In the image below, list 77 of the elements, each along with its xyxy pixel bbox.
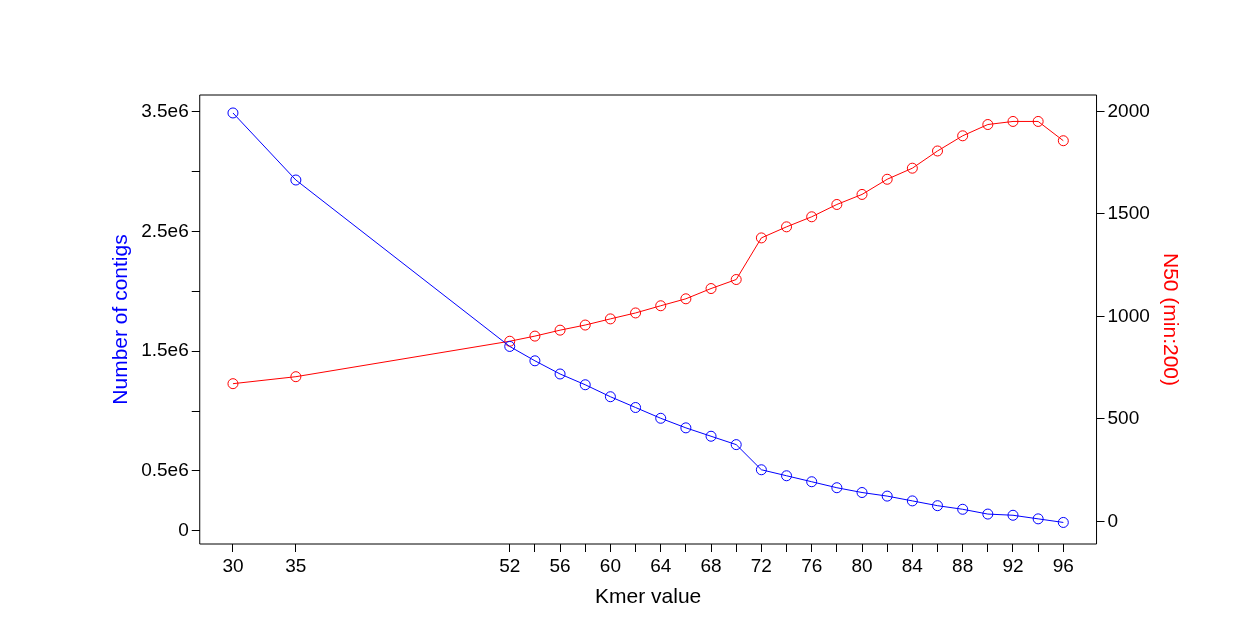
- point: [730, 439, 742, 451]
- point: [529, 355, 541, 367]
- y2-tick-label: 1000: [1107, 304, 1150, 326]
- x-tick-label: 88: [952, 554, 974, 576]
- point: [957, 503, 969, 515]
- point: [680, 293, 692, 305]
- y2-axis-title: N50 (min:200): [1159, 252, 1183, 387]
- point: [655, 412, 667, 424]
- x-tick-label: 80: [851, 554, 873, 576]
- point: [630, 402, 642, 413]
- point: [554, 368, 566, 380]
- point: [982, 508, 994, 520]
- point: [227, 107, 239, 119]
- x-tick-label: 76: [801, 554, 823, 576]
- point: [554, 324, 566, 336]
- y2-tick-label: 2000: [1107, 99, 1150, 121]
- point: [781, 470, 793, 482]
- y-tick-label: 1.5e6: [141, 339, 189, 361]
- point: [755, 464, 767, 476]
- point: [831, 198, 843, 210]
- point: [1007, 115, 1019, 127]
- x-axis-title: Kmer value: [595, 584, 702, 608]
- point: [655, 300, 667, 312]
- point: [227, 378, 239, 390]
- x-tick-label: 64: [650, 554, 672, 576]
- y-tick-label: 0.5e6: [141, 459, 189, 481]
- point: [982, 119, 994, 131]
- point: [579, 319, 591, 331]
- x-tick-label: 96: [1052, 554, 1074, 576]
- point: [755, 232, 767, 244]
- point: [1057, 135, 1069, 147]
- y2-tick-label: 1500: [1107, 202, 1150, 224]
- y-tick-label: 0: [178, 519, 189, 541]
- point: [806, 476, 818, 488]
- point: [579, 379, 591, 391]
- point: [932, 145, 944, 157]
- point: [881, 490, 893, 502]
- point: [806, 211, 818, 223]
- x-tick-label: 56: [549, 554, 571, 576]
- y-tick-label: 2.5e6: [141, 219, 189, 241]
- point: [781, 221, 793, 233]
- point: [705, 283, 717, 295]
- point: [906, 495, 918, 507]
- x-tick-label: 84: [901, 554, 924, 576]
- point: [881, 173, 893, 185]
- x-tick-label: 92: [1002, 554, 1024, 576]
- point: [906, 162, 918, 174]
- x-tick-label: 52: [499, 554, 521, 576]
- point: [504, 335, 516, 347]
- point: [290, 174, 302, 186]
- x-tick-label: 30: [222, 554, 244, 576]
- point: [504, 340, 516, 352]
- point: [1057, 516, 1069, 528]
- y2-tick-label: 0: [1107, 509, 1119, 531]
- point: [856, 487, 868, 499]
- point: [730, 274, 742, 286]
- y-axis-title: Number of contigs: [108, 234, 132, 405]
- y-tick-label: 3.5e6: [141, 100, 189, 121]
- x-tick-label: 68: [700, 554, 722, 576]
- point: [1007, 509, 1019, 521]
- point: [680, 422, 692, 434]
- x-tick-label: 72: [750, 554, 772, 576]
- point: [705, 430, 717, 442]
- point: [957, 130, 969, 142]
- x-tick-label: 60: [599, 554, 621, 576]
- point: [831, 482, 843, 494]
- point: [932, 500, 944, 512]
- point: [1032, 115, 1044, 127]
- point: [529, 330, 541, 342]
- x-tick-label: 35: [285, 554, 307, 576]
- point: [290, 371, 302, 383]
- point: [856, 188, 868, 200]
- point: [604, 391, 616, 403]
- point: [1032, 513, 1044, 525]
- point: [604, 313, 616, 325]
- point: [630, 307, 642, 319]
- y2-tick-label: 500: [1107, 407, 1140, 429]
